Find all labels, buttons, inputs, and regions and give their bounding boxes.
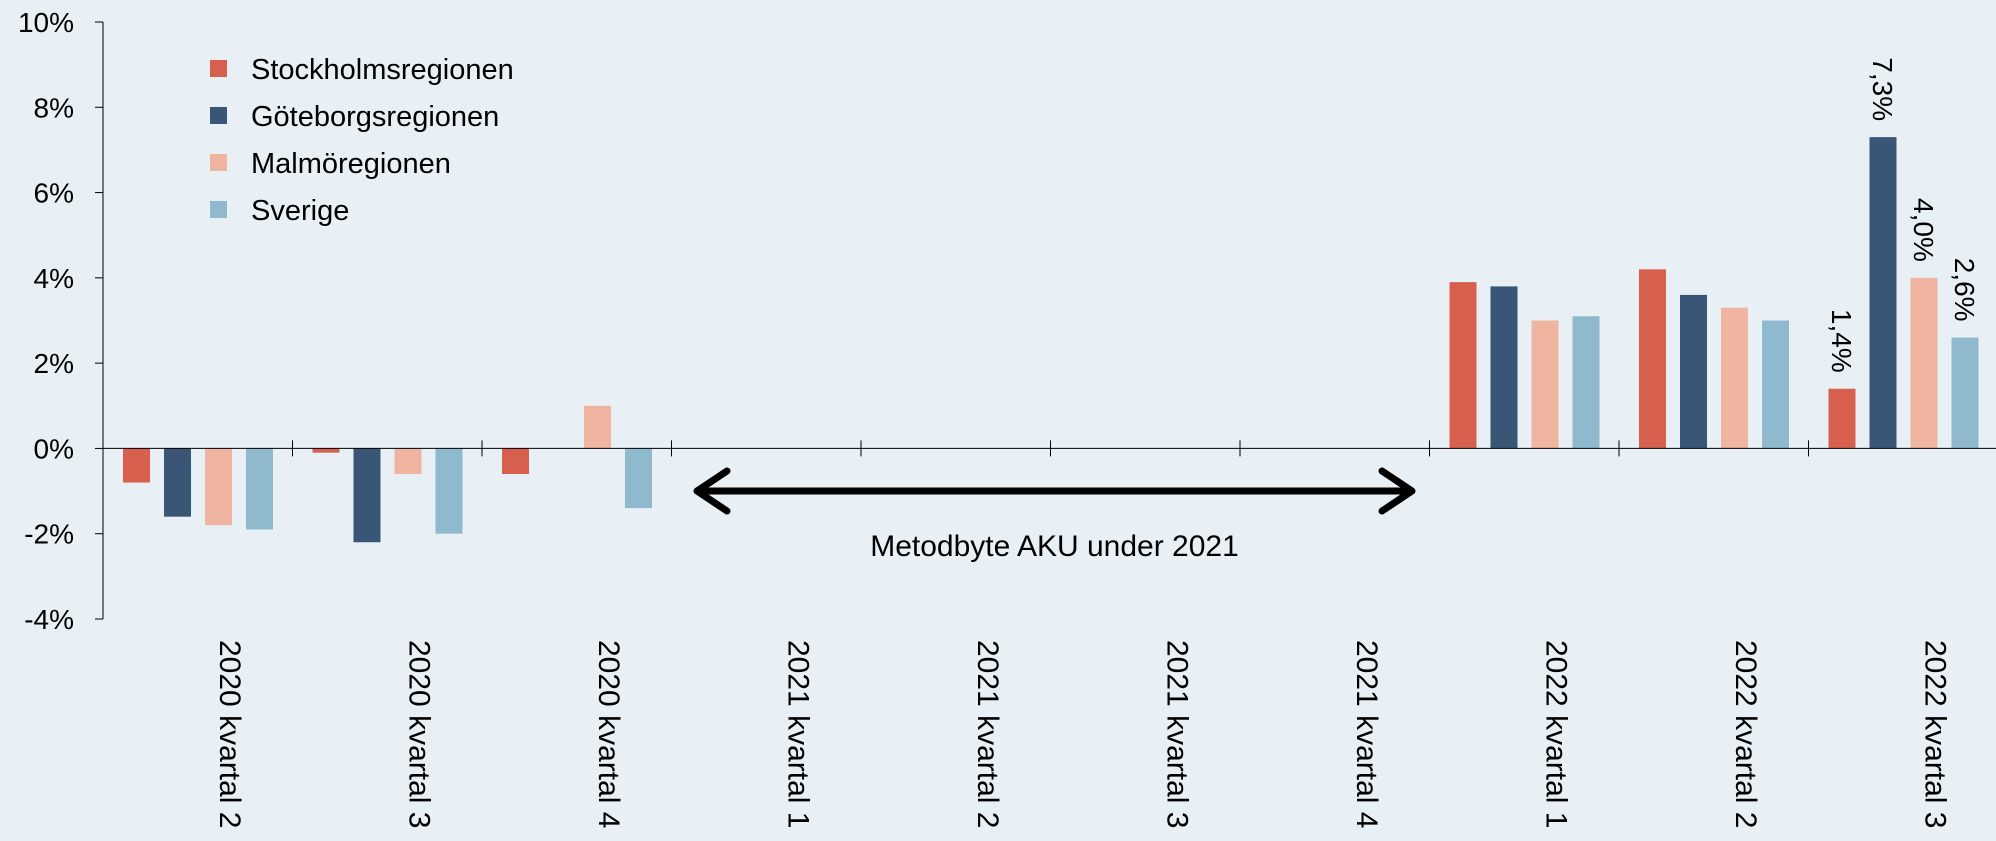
bar bbox=[1721, 307, 1748, 449]
bar bbox=[1680, 294, 1707, 449]
y-tick-label: 8% bbox=[34, 92, 74, 123]
x-tick-label: 2021 kvartal 3 bbox=[1160, 640, 1193, 828]
bar bbox=[1828, 388, 1856, 449]
y-tick-label: 6% bbox=[34, 178, 74, 209]
bar bbox=[584, 405, 611, 449]
legend-label: Malmöregionen bbox=[251, 148, 451, 180]
x-tick-label: 2022 kvartal 1 bbox=[1539, 640, 1572, 828]
bar bbox=[394, 448, 422, 475]
annotation-arrow-head-right bbox=[1378, 467, 1416, 515]
x-tick-label: 2021 kvartal 1 bbox=[781, 640, 814, 828]
legend-swatch bbox=[210, 201, 227, 218]
bar bbox=[1869, 137, 1897, 449]
bar bbox=[1572, 316, 1600, 449]
bar bbox=[1531, 320, 1559, 449]
x-tick-label: 2020 kvartal 2 bbox=[213, 640, 246, 828]
bar bbox=[205, 448, 232, 526]
bar bbox=[435, 448, 463, 534]
annotation-text: Metodbyte AKU under 2021 bbox=[870, 530, 1239, 563]
bar bbox=[1762, 320, 1789, 449]
x-tick-label: 2022 kvartal 3 bbox=[1918, 640, 1951, 828]
bar bbox=[312, 448, 340, 453]
bar bbox=[625, 448, 652, 509]
x-tick-label: 2020 kvartal 3 bbox=[402, 640, 435, 828]
bar bbox=[246, 448, 273, 530]
legend-label: Göteborgsregionen bbox=[251, 101, 499, 133]
annotation-arrow-head-left bbox=[693, 467, 731, 515]
bar bbox=[353, 448, 381, 543]
bar bbox=[1910, 277, 1938, 449]
y-tick-label: 10% bbox=[18, 7, 74, 38]
bar bbox=[1490, 286, 1518, 449]
y-tick-label: 0% bbox=[34, 433, 74, 464]
x-tick-label: 2020 kvartal 4 bbox=[592, 640, 625, 828]
bar bbox=[1449, 282, 1477, 449]
bar bbox=[1639, 269, 1666, 449]
x-tick-label: 2022 kvartal 2 bbox=[1729, 640, 1762, 828]
legend-swatch bbox=[210, 107, 227, 124]
bars-layer bbox=[123, 137, 1979, 543]
data-label: 4,0% bbox=[1908, 198, 1939, 262]
axes-layer: -4% -2% 0% 2% 4% 6% 8% 10% 2020 kvartal 2 2020 kv… bbox=[18, 7, 1996, 828]
legend: Stockholmsregionen Göteborgsregionen Malmö… bbox=[210, 54, 514, 227]
x-tick-label: 2021 kvartal 4 bbox=[1350, 640, 1383, 828]
bar bbox=[502, 448, 529, 475]
data-label: 7,3% bbox=[1867, 57, 1898, 121]
data-label: 2,6% bbox=[1949, 258, 1980, 322]
y-tick-label: 4% bbox=[34, 263, 74, 294]
bar bbox=[123, 448, 150, 483]
legend-swatch bbox=[210, 60, 227, 77]
y-tick-label: -4% bbox=[24, 604, 74, 635]
legend-label: Stockholmsregionen bbox=[251, 54, 514, 86]
y-tick-label: 2% bbox=[34, 348, 74, 379]
bar bbox=[164, 448, 191, 517]
labels-layer: 1,4% 7,3% 4,0% 2,6% bbox=[1826, 57, 1980, 372]
x-tick-label: 2021 kvartal 2 bbox=[971, 640, 1004, 828]
legend-swatch bbox=[210, 154, 227, 171]
y-tick-label: -2% bbox=[24, 519, 74, 550]
annotation: Metodbyte AKU under 2021 bbox=[693, 467, 1416, 563]
legend-label: Sverige bbox=[251, 195, 349, 227]
bar bbox=[1951, 337, 1979, 449]
data-label: 1,4% bbox=[1826, 309, 1857, 373]
